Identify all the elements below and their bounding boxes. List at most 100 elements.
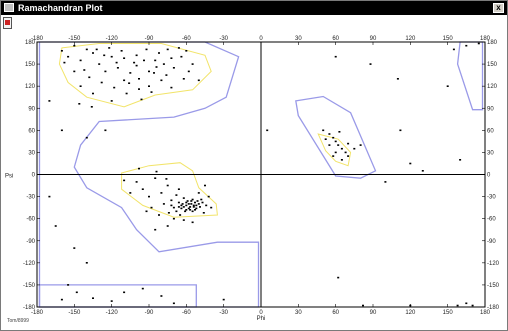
residue-point bbox=[138, 88, 140, 90]
residue-point bbox=[104, 70, 107, 73]
residue-point bbox=[191, 210, 194, 213]
y-tick-label-right: 150 bbox=[487, 62, 498, 68]
residue-point bbox=[199, 206, 201, 208]
residue-point bbox=[129, 192, 132, 194]
y-tick-label-left: 150 bbox=[25, 62, 36, 68]
x-tick-label-top: 90 bbox=[370, 36, 377, 42]
document-icon[interactable] bbox=[3, 17, 12, 29]
residue-point bbox=[155, 170, 158, 173]
residue-point bbox=[471, 304, 474, 307]
residue-point bbox=[135, 181, 138, 183]
residue-point bbox=[48, 100, 51, 102]
residue-point bbox=[452, 48, 455, 51]
residue-point bbox=[155, 66, 158, 68]
y-tick-label-right: 30 bbox=[487, 150, 494, 156]
residue-point bbox=[197, 192, 200, 194]
x-tick-label-bottom: -90 bbox=[145, 310, 154, 316]
residue-point bbox=[79, 85, 82, 87]
x-tick-label-top: -180 bbox=[31, 36, 44, 42]
residue-point bbox=[177, 188, 180, 190]
residue-point bbox=[170, 199, 173, 202]
y-tick-label-right: -30 bbox=[487, 195, 496, 201]
allowed-region-3 bbox=[317, 133, 352, 167]
residue-point bbox=[191, 198, 194, 201]
x-tick-label-top: -90 bbox=[145, 36, 154, 42]
residue-point bbox=[177, 201, 180, 204]
residue-point bbox=[145, 210, 148, 213]
residue-point bbox=[384, 181, 387, 183]
x-tick-label-top: 30 bbox=[295, 36, 302, 42]
residue-point bbox=[172, 206, 175, 209]
residue-point bbox=[202, 212, 205, 214]
residue-point bbox=[141, 188, 144, 190]
residue-point bbox=[185, 201, 188, 204]
residue-point bbox=[175, 194, 178, 196]
residue-point bbox=[170, 57, 173, 59]
axes bbox=[37, 42, 485, 307]
residue-point bbox=[162, 63, 165, 65]
residue-point bbox=[210, 206, 213, 209]
close-button[interactable]: x bbox=[493, 3, 504, 13]
x-tick-label-bottom: -180 bbox=[31, 310, 44, 316]
residue-point bbox=[340, 147, 343, 150]
residue-point bbox=[332, 136, 335, 139]
title-bar[interactable]: Ramachandran Plot x bbox=[1, 1, 507, 15]
x-tick-label-top: 0 bbox=[259, 36, 263, 42]
residue-point bbox=[120, 50, 123, 52]
residue-point bbox=[133, 61, 136, 64]
residue-point bbox=[150, 91, 153, 93]
residue-point bbox=[108, 47, 111, 49]
residue-point bbox=[200, 198, 203, 201]
residue-point bbox=[477, 42, 480, 45]
residue-point bbox=[79, 59, 82, 62]
residue-point bbox=[175, 210, 178, 213]
x-tick-label-bottom: -30 bbox=[219, 310, 228, 316]
residue-point bbox=[92, 52, 94, 54]
residue-point bbox=[347, 155, 350, 157]
residue-point bbox=[465, 44, 468, 47]
y-tick-label-left: -60 bbox=[26, 217, 35, 223]
residue-point bbox=[170, 86, 173, 89]
residue-point bbox=[185, 204, 188, 207]
residue-point bbox=[189, 206, 192, 208]
residue-point bbox=[98, 63, 101, 65]
residue-point bbox=[165, 74, 168, 76]
residue-point bbox=[104, 129, 107, 132]
residue-point bbox=[123, 79, 126, 82]
residue-point bbox=[195, 204, 198, 207]
residue-point bbox=[148, 195, 150, 198]
x-tick-label-top: -30 bbox=[219, 36, 228, 42]
y-tick-label-right: 90 bbox=[487, 106, 494, 112]
window-title: Ramachandran Plot bbox=[18, 3, 103, 13]
residue-point bbox=[182, 78, 185, 80]
residue-point bbox=[179, 214, 182, 216]
residue-point bbox=[204, 184, 206, 187]
residue-point bbox=[194, 201, 196, 204]
y-tick-label-right: 180 bbox=[487, 40, 498, 46]
residue-point bbox=[362, 304, 364, 307]
residue-point bbox=[186, 200, 189, 202]
residue-point bbox=[135, 64, 138, 67]
residue-point bbox=[334, 140, 337, 143]
app-icon bbox=[4, 3, 14, 12]
residue-point bbox=[154, 177, 157, 179]
x-tick-label-bottom: 0 bbox=[259, 310, 263, 316]
residue-point bbox=[190, 200, 193, 202]
y-tick-label-left: -30 bbox=[26, 195, 35, 201]
residue-point bbox=[135, 54, 138, 57]
residue-point bbox=[110, 300, 113, 302]
x-tick-label-top: 150 bbox=[443, 36, 454, 42]
allowed-region-2 bbox=[121, 162, 218, 218]
residue-point bbox=[125, 92, 128, 95]
residue-point bbox=[75, 291, 78, 294]
residue-point bbox=[138, 167, 140, 170]
allowed-regions bbox=[58, 43, 352, 218]
residue-point bbox=[192, 204, 195, 207]
residue-point bbox=[154, 59, 157, 62]
residue-point bbox=[165, 178, 168, 180]
residue-point bbox=[167, 212, 170, 214]
residue-point bbox=[110, 55, 113, 58]
y-tick-label-right: -90 bbox=[487, 239, 496, 245]
